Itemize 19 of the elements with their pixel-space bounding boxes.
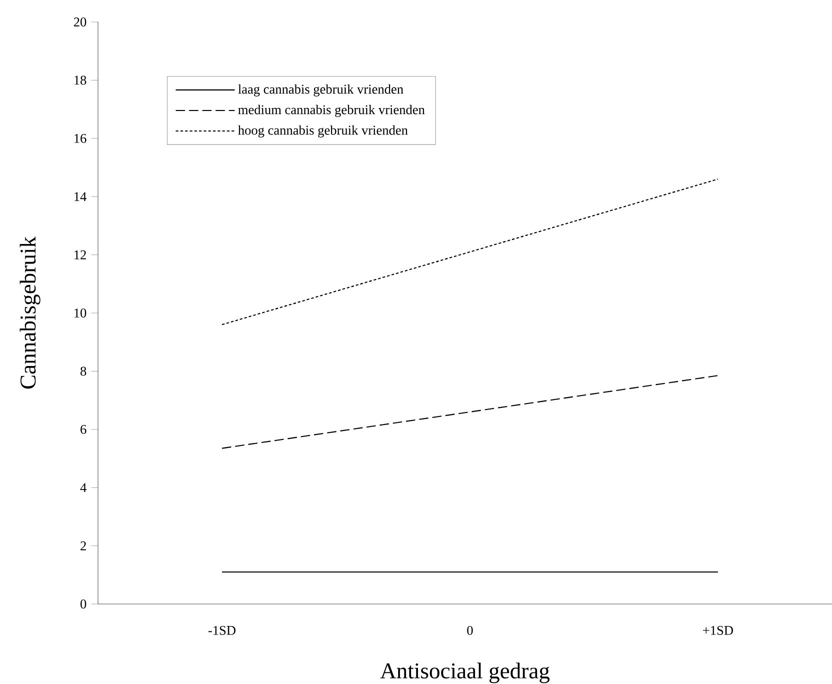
y-axis-title: Cannabisgebruik <box>20 236 40 389</box>
y-tick-label: 4 <box>80 483 86 492</box>
y-tick-label: 16 <box>74 134 86 143</box>
legend-label: laag cannabis gebruik vrienden <box>238 84 404 96</box>
x-tick-label: 0 <box>467 626 473 635</box>
y-tick-label: 14 <box>74 192 86 201</box>
y-tick-label: 0 <box>80 600 86 608</box>
x-tick-label: +1SD <box>703 626 733 635</box>
legend-label: hoog cannabis gebruik vrienden <box>238 125 408 138</box>
y-tick-label: 12 <box>74 250 86 260</box>
legend-label: medium cannabis gebruik vrienden <box>238 104 425 117</box>
y-tick-label: 10 <box>74 308 86 318</box>
y-tick-label: 8 <box>80 366 86 376</box>
x-axis-title: Antisociaal gedrag <box>380 662 550 684</box>
y-tick-label: 6 <box>80 424 86 434</box>
y-tick-label: 20 <box>74 18 86 26</box>
x-tick-label: -1SD <box>208 626 236 635</box>
y-tick-label: 18 <box>74 76 86 85</box>
y-tick-label: 2 <box>80 541 86 550</box>
